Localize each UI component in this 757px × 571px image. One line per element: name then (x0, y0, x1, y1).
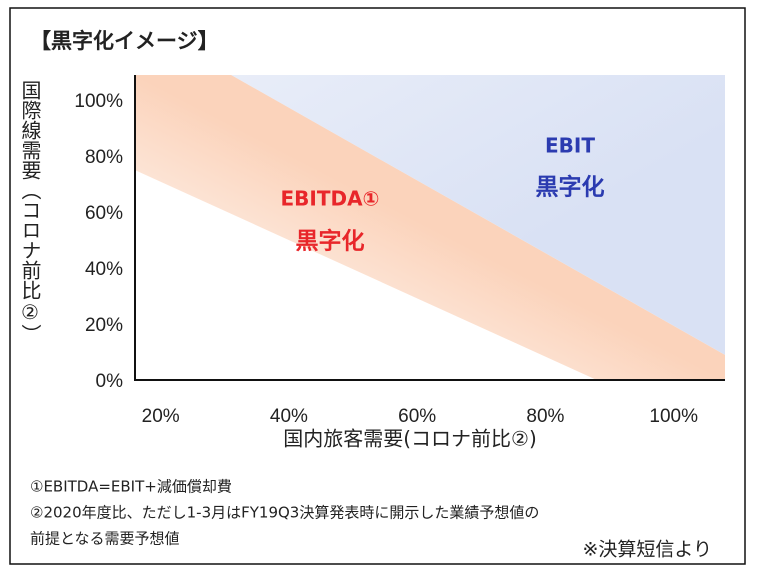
x-tick-label: 40% (270, 406, 308, 427)
region-label: 黒字化 (536, 174, 605, 201)
x-tick-label: 100% (649, 406, 698, 427)
note: ②2020年度比、ただし1-3月はFY19Q3決算発表時に開示した業績予想値の (30, 504, 539, 522)
y-tick-label: 100% (74, 91, 123, 112)
y-tick-label: 0% (96, 371, 124, 392)
chart-title: 【黒字化イメージ】 (30, 29, 219, 53)
frame (9, 7, 746, 565)
x-tick-label: 80% (526, 406, 564, 427)
region (135, 75, 725, 380)
source: ※決算短信より (582, 539, 712, 561)
region-label: EBITDA① (280, 187, 379, 211)
y-tick-label: 80% (85, 147, 123, 168)
y-tick-label: 60% (85, 203, 123, 224)
x-tick-label: 20% (142, 406, 180, 427)
note: ①EBITDA=EBIT+減価償却費 (30, 478, 232, 496)
region-label: EBIT (545, 134, 595, 158)
y-tick-label: 20% (85, 315, 123, 336)
note: 前提となる需要予想値 (30, 530, 180, 548)
y-axis-label: 国際線需要（コロナ前比②） (18, 80, 42, 344)
x-axis-label: 国内旅客需要(コロナ前比②) (283, 427, 537, 451)
x-tick-label: 60% (398, 406, 436, 427)
y-tick-label: 40% (85, 259, 123, 280)
region-label: 黒字化 (296, 228, 365, 255)
region (231, 75, 725, 355)
plot-area (135, 75, 725, 380)
